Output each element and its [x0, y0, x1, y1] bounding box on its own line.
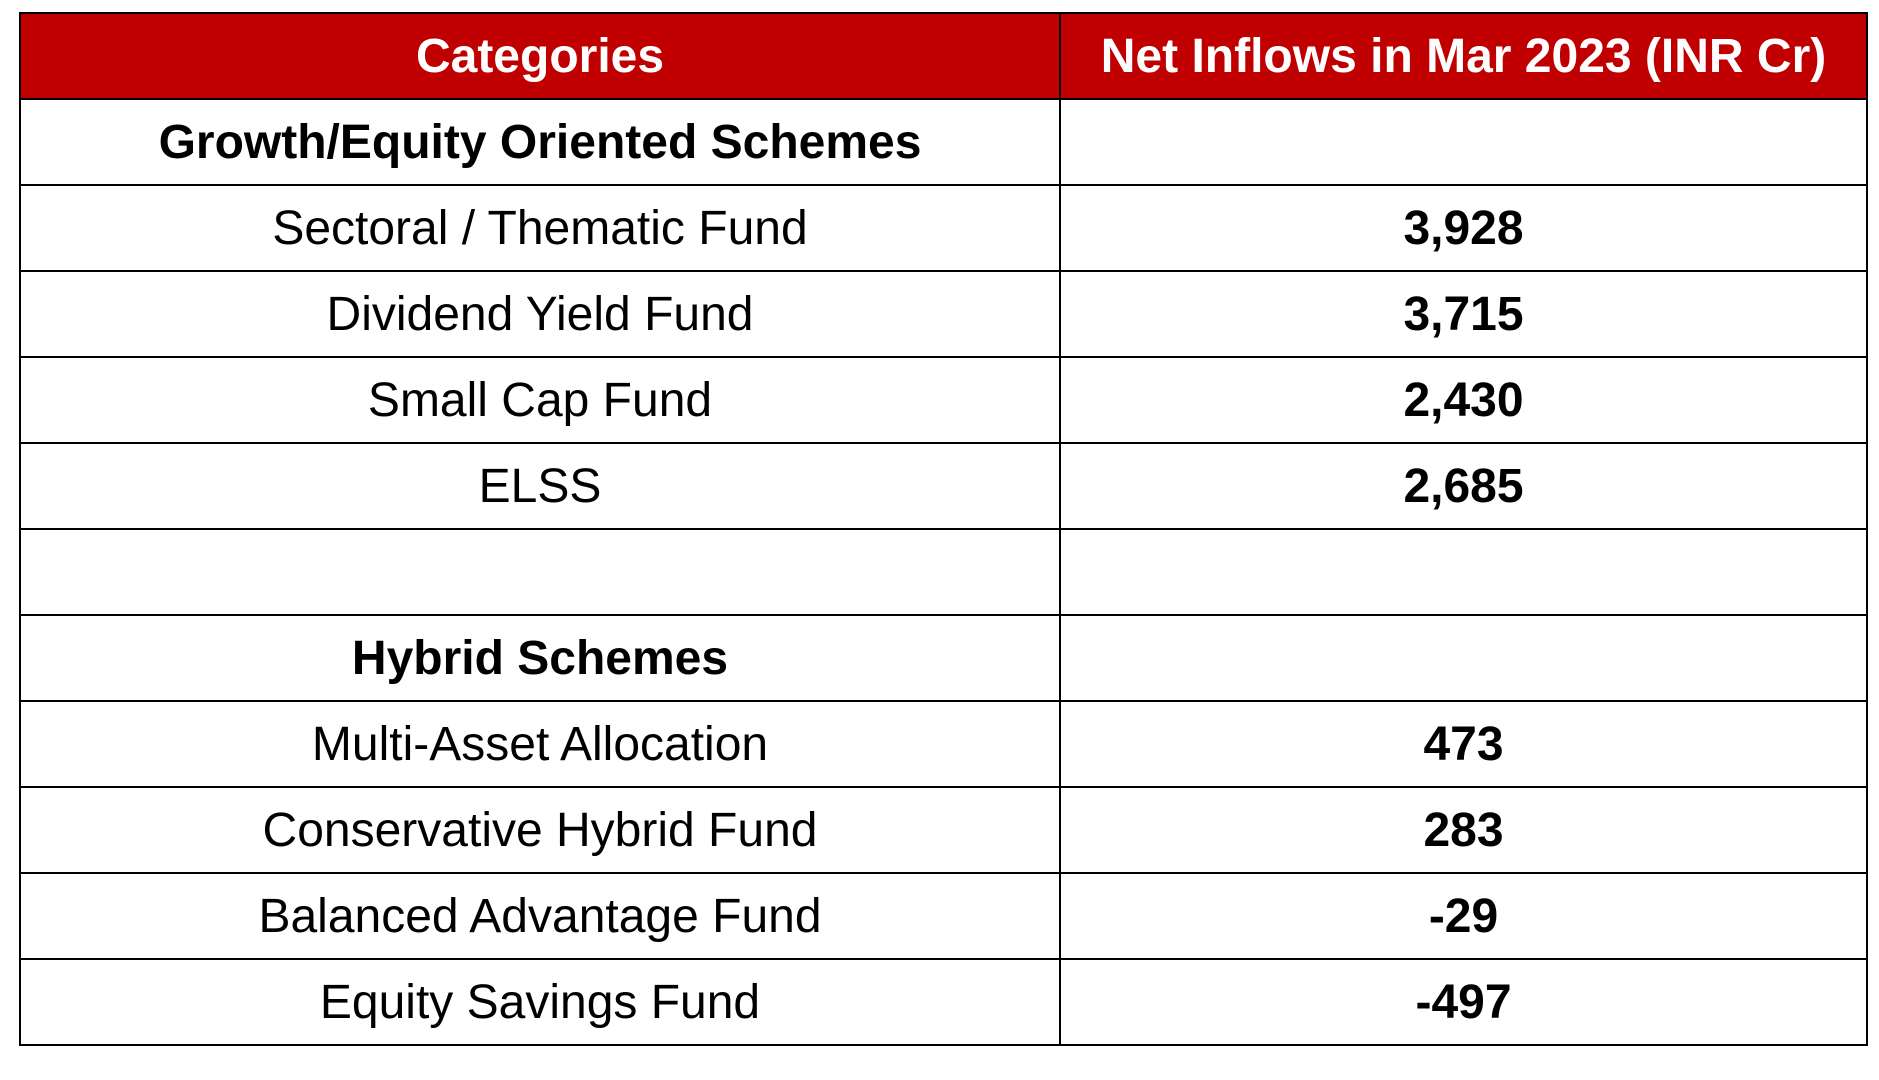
section-row-hybrid: Hybrid Schemes	[19, 614, 1868, 702]
row-category: Balanced Advantage Fund	[19, 872, 1061, 960]
row-category: Multi-Asset Allocation	[19, 700, 1061, 788]
table-row: Small Cap Fund 2,430	[19, 356, 1868, 444]
section-row-growth-equity: Growth/Equity Oriented Schemes	[19, 98, 1868, 186]
table-row: Multi-Asset Allocation 473	[19, 700, 1868, 788]
table-row: Balanced Advantage Fund -29	[19, 872, 1868, 960]
header-row: Categories Net Inflows in Mar 2023 (INR …	[19, 12, 1868, 100]
row-value: 2,430	[1059, 356, 1868, 444]
row-category: Dividend Yield Fund	[19, 270, 1061, 358]
row-value: 473	[1059, 700, 1868, 788]
table-row: Dividend Yield Fund 3,715	[19, 270, 1868, 358]
section-value-growth-equity	[1059, 98, 1868, 186]
row-category: Small Cap Fund	[19, 356, 1061, 444]
table-row: ELSS 2,685	[19, 442, 1868, 530]
table-header: Categories Net Inflows in Mar 2023 (INR …	[19, 12, 1868, 100]
table-row: Equity Savings Fund -497	[19, 958, 1868, 1046]
header-net-inflows: Net Inflows in Mar 2023 (INR Cr)	[1059, 12, 1868, 100]
empty-cell	[19, 528, 1061, 616]
row-value: 3,715	[1059, 270, 1868, 358]
section-value-hybrid	[1059, 614, 1868, 702]
empty-cell	[1059, 528, 1868, 616]
row-value: -29	[1059, 872, 1868, 960]
row-value: 2,685	[1059, 442, 1868, 530]
net-inflows-table: Categories Net Inflows in Mar 2023 (INR …	[19, 12, 1868, 1046]
row-value: 283	[1059, 786, 1868, 874]
table-row: Sectoral / Thematic Fund 3,928	[19, 184, 1868, 272]
row-category: Sectoral / Thematic Fund	[19, 184, 1061, 272]
row-category: Equity Savings Fund	[19, 958, 1061, 1046]
net-inflows-table-container: Categories Net Inflows in Mar 2023 (INR …	[19, 12, 1868, 1046]
header-categories: Categories	[19, 12, 1061, 100]
row-value: 3,928	[1059, 184, 1868, 272]
section-title-hybrid: Hybrid Schemes	[19, 614, 1061, 702]
table-body: Growth/Equity Oriented Schemes Sectoral …	[19, 98, 1868, 1046]
section-title-growth-equity: Growth/Equity Oriented Schemes	[19, 98, 1061, 186]
row-category: Conservative Hybrid Fund	[19, 786, 1061, 874]
row-value: -497	[1059, 958, 1868, 1046]
row-category: ELSS	[19, 442, 1061, 530]
empty-row	[19, 528, 1868, 616]
table-row: Conservative Hybrid Fund 283	[19, 786, 1868, 874]
